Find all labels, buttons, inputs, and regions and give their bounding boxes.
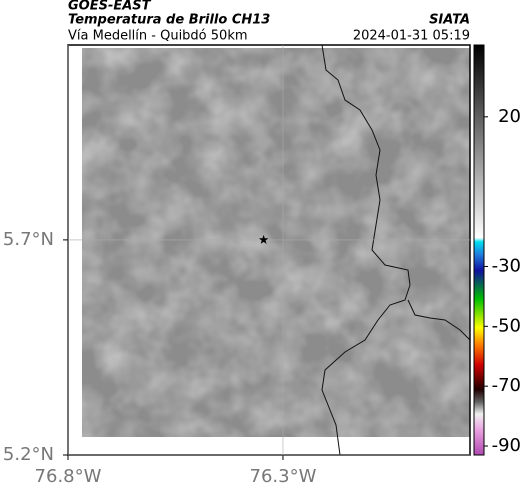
source: SIATA — [429, 13, 470, 28]
colorbar-label: -50 — [492, 315, 521, 336]
title: GOES-EAST — [68, 0, 152, 14]
y-tick-label: 5.2°N — [3, 444, 54, 465]
y-tick-label: 5.7°N — [3, 229, 54, 250]
colorbar-label: -90 — [492, 435, 521, 456]
cloud-texture — [82, 48, 470, 437]
route: Vía Medellín - Quibdó 50km — [68, 29, 248, 44]
location-marker — [258, 234, 269, 244]
colorbar-label: 20 — [498, 106, 521, 127]
colorbar-label: -30 — [492, 255, 521, 276]
coastline — [321, 44, 471, 456]
subtitle: Temperatura de Brillo CH13 — [68, 13, 270, 28]
colorbar — [473, 44, 485, 456]
x-tick-label: 76.8°W — [35, 466, 102, 487]
colorbar-label: -70 — [492, 375, 521, 396]
x-tick-label: 76.3°W — [250, 466, 317, 487]
datetime: 2024-01-31 05:19 — [353, 29, 470, 44]
